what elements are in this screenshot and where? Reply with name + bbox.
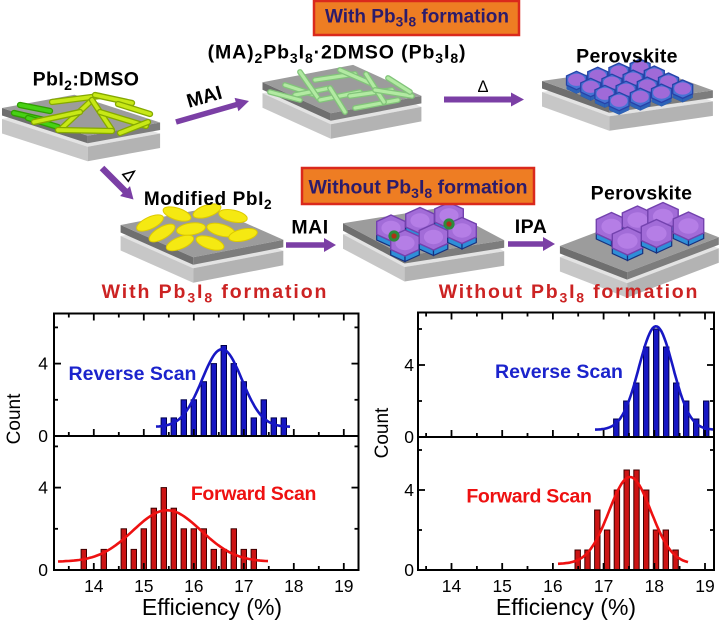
svg-text:0: 0 (38, 426, 48, 446)
svg-text:With Pb3​I8​ formation: With Pb3​I8​ formation (102, 281, 329, 305)
svg-text:Reverse Scan: Reverse Scan (69, 363, 197, 385)
svg-text:Efficiency (%): Efficiency (%) (496, 594, 636, 620)
svg-text:4: 4 (38, 478, 48, 498)
svg-text:MAI: MAI (291, 217, 328, 239)
svg-text:Modified PbI2​: Modified PbI2​ (144, 189, 272, 212)
svg-text:19: 19 (334, 576, 353, 596)
svg-text:With Pb3​I8​ formation: With Pb3​I8​ formation (325, 6, 509, 29)
svg-text:Count: Count (372, 407, 393, 458)
svg-text:18: 18 (284, 576, 303, 596)
svg-text:16: 16 (184, 576, 203, 596)
svg-text:19: 19 (695, 576, 714, 596)
svg-text:15: 15 (492, 576, 511, 596)
svg-text:17: 17 (234, 576, 253, 596)
svg-text:4: 4 (404, 480, 414, 500)
svg-text:16: 16 (543, 576, 562, 596)
svg-text:0: 0 (404, 427, 414, 447)
svg-text:Perovskite: Perovskite (576, 46, 678, 68)
svg-text:14: 14 (84, 576, 104, 596)
svg-text:IPA: IPA (515, 216, 548, 238)
svg-text:14: 14 (442, 576, 462, 596)
svg-text:4: 4 (38, 354, 48, 374)
svg-text:(MA)2​Pb3​I8​·2DMSO (Pb3​I8​): (MA)2​Pb3​I8​·2DMSO (Pb3​I8​) (208, 42, 467, 66)
svg-text:15: 15 (134, 576, 153, 596)
svg-text:18: 18 (645, 576, 664, 596)
svg-text:PbI2​:DMSO: PbI2​:DMSO (33, 69, 140, 93)
svg-text:0: 0 (38, 560, 48, 580)
svg-text:Count: Count (4, 393, 25, 444)
svg-text:17: 17 (594, 576, 613, 596)
svg-text:Perovskite: Perovskite (591, 183, 693, 205)
svg-text:Efficiency (%): Efficiency (%) (142, 594, 282, 620)
svg-text:Without Pb3​I8​ formation: Without Pb3​I8​ formation (308, 177, 527, 201)
svg-text:0: 0 (404, 560, 414, 580)
svg-text:Reverse Scan: Reverse Scan (495, 361, 623, 383)
svg-text:Forward Scan: Forward Scan (466, 486, 591, 508)
svg-text:Δ: Δ (477, 78, 488, 96)
svg-text:4: 4 (404, 355, 414, 375)
svg-text:Without Pb3​I8​ formation: Without Pb3​I8​ formation (439, 281, 699, 305)
svg-text:Forward Scan: Forward Scan (191, 483, 316, 505)
